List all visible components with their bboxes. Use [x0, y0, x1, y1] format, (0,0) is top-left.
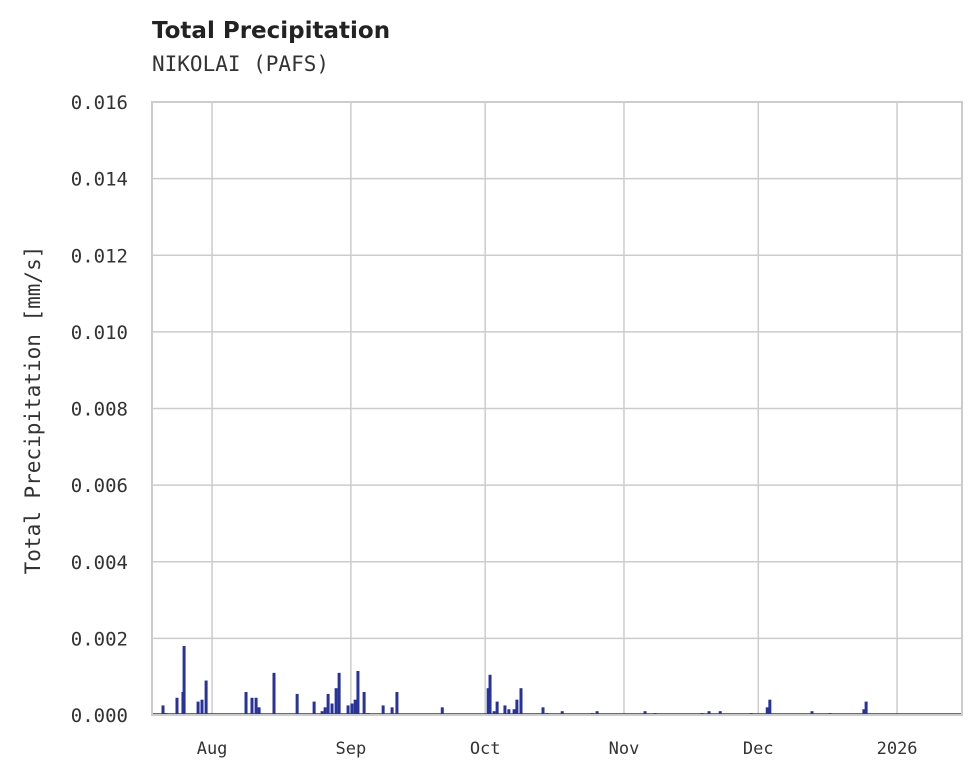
precip-bar	[244, 692, 248, 715]
y-tick-label: 0.016	[71, 92, 128, 114]
precip-bar	[295, 693, 299, 715]
precip-bar	[330, 703, 334, 715]
precip-bar	[515, 699, 519, 715]
precip-bar	[337, 672, 341, 715]
y-tick-label: 0.012	[71, 245, 128, 267]
precip-bar	[175, 697, 179, 715]
precip-bar	[541, 707, 545, 715]
x-tick-label: Sep	[336, 739, 367, 759]
precip-bar	[353, 699, 357, 715]
plot-frame	[151, 101, 963, 716]
precip-bar	[765, 707, 769, 715]
precip-bar	[486, 688, 490, 715]
y-tick-label: 0.002	[71, 628, 128, 650]
precip-bar	[395, 692, 399, 715]
x-tick-label: Dec	[743, 739, 774, 759]
precip-bar	[768, 699, 772, 715]
precip-bar	[356, 670, 360, 715]
precip-bar	[323, 707, 327, 715]
precip-bar	[810, 711, 814, 715]
precip-bar	[257, 707, 261, 715]
precip-bar	[503, 705, 507, 715]
precip-bar	[320, 711, 324, 715]
precip-bar	[200, 699, 204, 715]
precip-bar	[560, 711, 564, 715]
precip-bar	[350, 703, 354, 715]
x-tick-label: Oct	[470, 739, 501, 759]
precip-bar	[326, 693, 330, 715]
y-tick-label: 0.000	[71, 705, 128, 727]
precip-bar	[312, 701, 316, 715]
precip-bar	[204, 680, 208, 715]
precip-bar	[390, 707, 394, 715]
x-tick-label: Nov	[609, 739, 640, 759]
x-tick-label: 2026	[877, 739, 918, 759]
x-tick-label: Aug	[197, 739, 228, 759]
y-tick-label: 0.010	[71, 322, 128, 344]
precip-bar	[519, 688, 523, 715]
precip-bar	[864, 701, 868, 715]
y-tick-label: 0.004	[71, 552, 128, 574]
precip-bar	[512, 709, 516, 715]
chart-subtitle: NIKOLAI (PAFS)	[152, 52, 330, 76]
precip-bar	[250, 697, 254, 715]
y-tick-label: 0.008	[71, 399, 128, 421]
y-tick-label: 0.014	[71, 169, 128, 191]
precip-bar	[718, 711, 722, 715]
precip-bar	[196, 701, 200, 715]
y-tick-label: 0.006	[71, 475, 128, 497]
precip-bar	[161, 705, 165, 715]
precip-bar	[643, 711, 647, 715]
precip-bar	[507, 709, 511, 715]
precip-bar	[182, 646, 186, 715]
precip-bar	[707, 711, 711, 715]
precip-bar	[488, 674, 492, 715]
precip-bar	[595, 711, 599, 715]
precip-bar	[254, 697, 258, 715]
precip-bar	[362, 692, 366, 715]
precip-bar	[495, 701, 499, 715]
precip-bar	[346, 705, 350, 715]
precip-bar	[492, 711, 496, 715]
precip-bar	[381, 705, 385, 715]
precip-bar	[862, 709, 866, 715]
chart-title: Total Precipitation	[152, 18, 391, 44]
precip-bar	[440, 707, 444, 715]
precip-bar	[272, 672, 276, 715]
precip-bar	[334, 688, 338, 715]
y-axis-label: Total Precipitation [mm/s]	[21, 246, 45, 575]
